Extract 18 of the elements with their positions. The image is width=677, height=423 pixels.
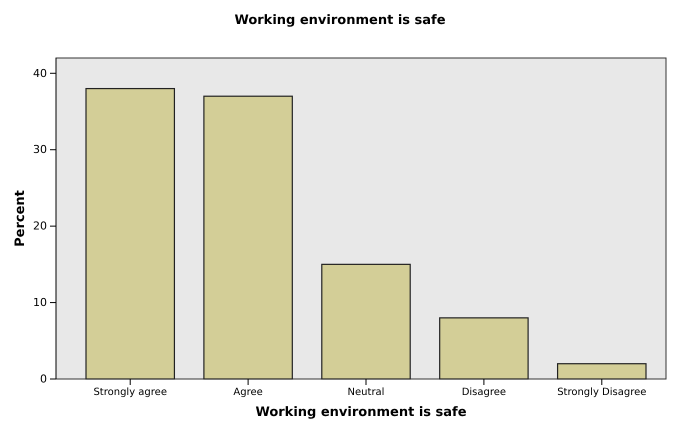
y-axis-title: Percent (13, 190, 28, 247)
y-tick-label: 10 (33, 296, 47, 310)
y-tick-label: 30 (33, 143, 47, 156)
bar (321, 264, 411, 380)
y-tick-label: 40 (33, 66, 47, 80)
x-tick-label: Strongly Disagree (557, 387, 646, 398)
x-axis-title: Working environment is safe (255, 405, 467, 420)
bar (85, 88, 176, 380)
bar (439, 317, 529, 380)
bar (203, 96, 293, 380)
x-tick-label: Disagree (462, 387, 506, 398)
x-tick-label: Agree (233, 387, 263, 398)
y-tick-label: 0 (40, 372, 47, 386)
bar (556, 363, 647, 380)
y-tick-label: 20 (33, 220, 47, 233)
chart-title: Working environment is safe (234, 13, 446, 28)
x-tick-label: Neutral (348, 387, 384, 398)
x-tick-label: Strongly agree (93, 387, 167, 398)
